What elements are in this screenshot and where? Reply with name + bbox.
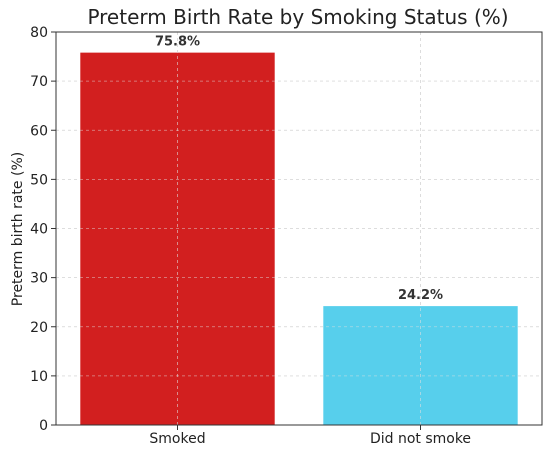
y-tick-label: 40 — [30, 222, 48, 238]
bar-did-not-smoke — [323, 306, 518, 425]
x-tick-label: Did not smoke — [370, 431, 471, 447]
y-tick-label: 0 — [39, 418, 48, 434]
y-tick-label: 20 — [30, 320, 48, 336]
axes: 0 10 20 30 40 50 60 70 80 Smoked Did not smoke — [30, 25, 543, 447]
y-tick-label: 50 — [30, 172, 48, 188]
y-axis-label: Preterm birth rate (%) — [10, 152, 26, 306]
plot-frame — [55, 31, 543, 426]
chart-title: Preterm Birth Rate by Smoking Status (%) — [87, 5, 508, 29]
x-tick-label: Smoked — [149, 431, 205, 447]
y-tick-label: 80 — [30, 25, 48, 41]
data-label: 75.8% — [155, 35, 200, 50]
y-tick-label: 60 — [30, 123, 48, 139]
y-tick-label: 10 — [30, 369, 48, 385]
y-tick-label: 30 — [30, 271, 48, 287]
data-labels: 75.8% 24.2% — [155, 35, 443, 303]
bars — [56, 31, 542, 425]
y-tick-label: 70 — [30, 74, 48, 90]
data-label: 24.2% — [398, 288, 443, 303]
